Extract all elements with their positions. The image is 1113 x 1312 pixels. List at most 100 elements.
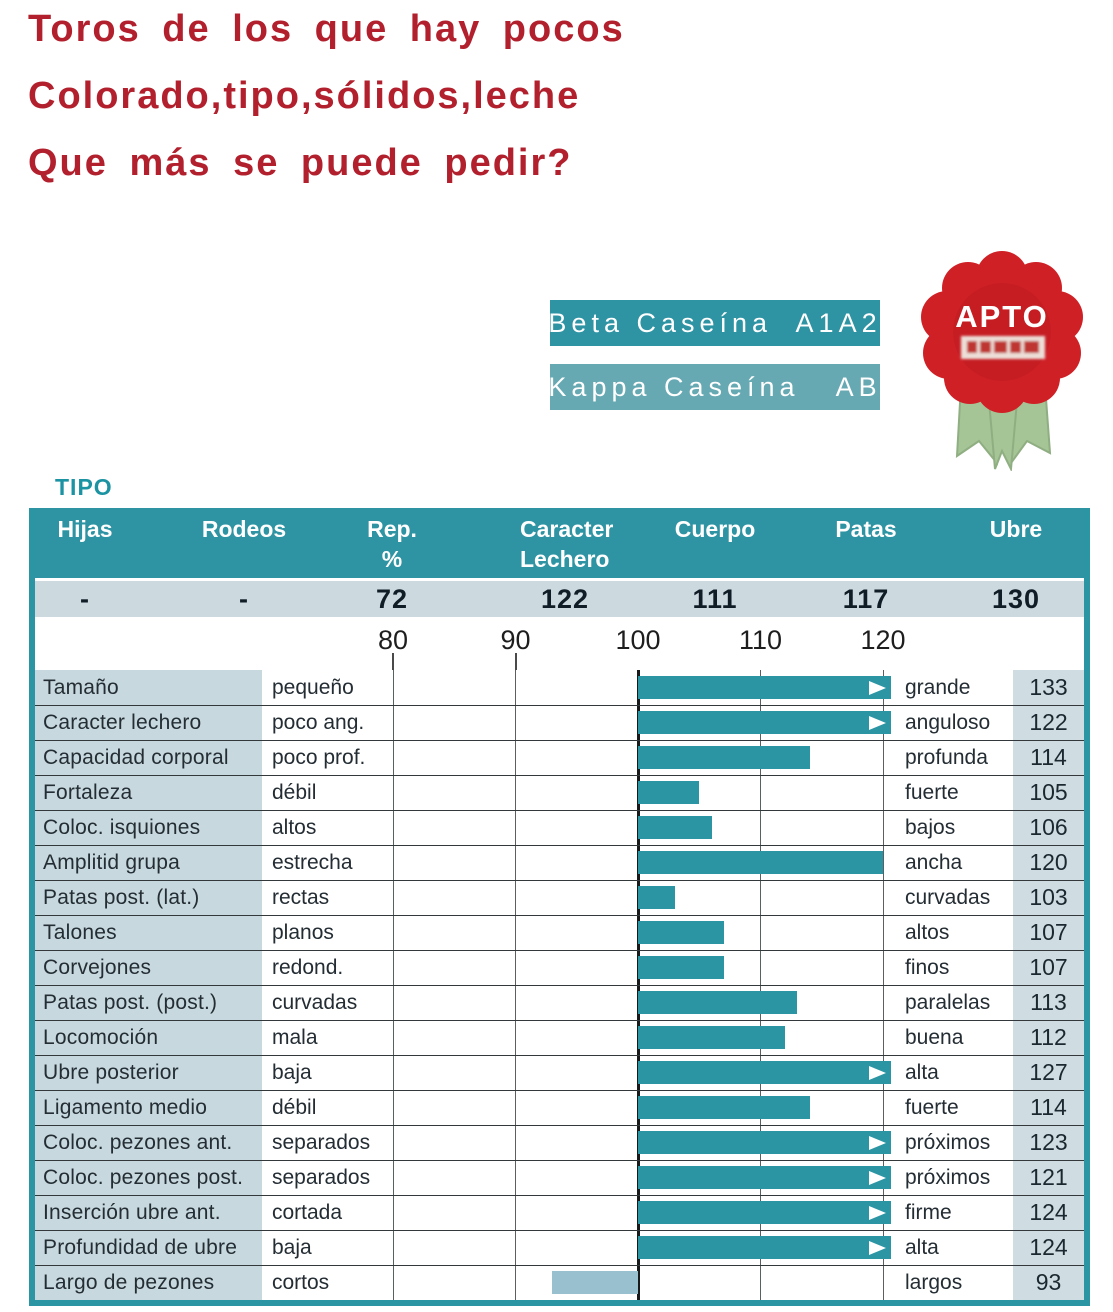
row-separator [35,810,1084,811]
trait-label: Amplitid grupa [43,851,181,874]
trait-value: 105 [1029,779,1068,805]
trait-row: Inserción ubre ant. cortada firme 124 [35,1195,1084,1230]
trait-label: Profundidad de ubre [43,1236,238,1259]
summary-col-header: Rep. % [367,516,417,572]
trait-low-anchor: cortada [272,1201,343,1224]
beta-casein-banner: Beta Caseína A1A2 [548,300,880,346]
trait-bar [638,991,798,1014]
trait-high-anchor: próximos [905,1131,991,1154]
trait-row: Corvejones redond. finos 107 [35,950,1084,985]
trait-low-anchor: planos [272,921,334,944]
trait-high-anchor: anguloso [905,711,991,734]
row-separator [35,1055,1084,1056]
type-proof-table: Hijas Rodeos Rep. % Caracter Lechero Cuerpo P… [29,508,1090,1306]
row-separator [35,985,1084,986]
row-separator [35,1090,1084,1091]
trait-label: Ubre posterior [43,1061,179,1084]
trait-value: 113 [1030,989,1067,1015]
trait-label: Patas post. (lat.) [43,886,200,909]
trait-value: 106 [1029,814,1068,840]
trait-rows: Tamaño pequeño grande 133 Caracter lechero po… [35,670,1084,1300]
trait-value: 124 [1029,1234,1068,1260]
trait-high-anchor: profunda [905,746,988,769]
trait-bar [638,1061,891,1084]
trait-high-anchor: finos [905,956,950,979]
trait-low-anchor: débil [272,1096,317,1119]
row-separator [35,705,1084,706]
trait-bar [638,711,891,734]
trait-bar [638,1201,891,1224]
trait-value: 112 [1030,1024,1067,1050]
badge-smallprint [961,336,1045,359]
summary-col-header: Caracter Lechero [520,516,614,572]
trait-low-anchor: curvadas [272,991,358,1014]
trait-value: 121 [1029,1164,1068,1190]
trait-value: 133 [1029,674,1068,700]
trait-row: Caracter lechero poco ang. anguloso 122 [35,705,1084,740]
trait-high-anchor: altos [905,921,950,944]
summary-value: 122 [540,584,590,614]
trait-high-anchor: próximos [905,1166,991,1189]
trait-value: 124 [1029,1199,1068,1225]
trait-value: 123 [1029,1129,1068,1155]
trait-label: Largo de pezones [43,1271,215,1294]
trait-value: 103 [1029,884,1068,910]
beyond-scale-arrow-icon [869,1135,886,1150]
trait-low-anchor: estrecha [272,851,353,874]
trait-bar [638,1026,785,1049]
trait-low-anchor: altos [272,816,317,839]
row-separator [35,1265,1084,1266]
trait-row: Coloc. pezones post. separados próximos 121 [35,1160,1084,1195]
trait-low-anchor: separados [272,1166,371,1189]
summary-value: 130 [991,584,1041,614]
beyond-scale-arrow-icon [869,1205,886,1220]
trait-low-anchor: mala [272,1026,318,1049]
trait-bar [638,1131,891,1154]
trait-high-anchor: paralelas [905,991,991,1014]
trait-label: Locomoción [43,1026,159,1049]
trait-value: 127 [1029,1059,1068,1085]
trait-high-anchor: curvadas [905,886,991,909]
row-separator [35,1125,1084,1126]
trait-row: Profundidad de ubre baja alta 124 [35,1230,1084,1265]
trait-bar [638,816,712,839]
row-separator [35,950,1084,951]
axis-tick-label: 90 [500,625,531,655]
row-separator [35,1160,1084,1161]
row-separator [35,880,1084,881]
trait-bar [638,1096,810,1119]
trait-row: Coloc. pezones ant. separados próximos 123 [35,1125,1084,1160]
trait-bar [638,851,883,874]
trait-row: Amplitid grupa estrecha ancha 120 [35,845,1084,880]
summary-value: - [239,584,249,614]
axis-tick-mark [392,653,394,670]
axis-tick-mark [514,653,517,670]
trait-bar [638,886,675,909]
beyond-scale-arrow-icon [869,1240,886,1255]
trait-low-anchor: rectas [272,886,330,909]
trait-low-anchor: poco ang. [272,711,365,734]
trait-bar [638,921,724,944]
trait-label: Capacidad corporal [43,746,229,769]
section-label-tipo: TIPO [55,474,113,500]
trait-low-anchor: baja [272,1236,312,1259]
kappa-casein-banner: Kappa Caseína AB [548,364,880,410]
trait-high-anchor: fuerte [905,1096,959,1119]
trait-high-anchor: fuerte [905,781,959,804]
trait-row: Tamaño pequeño grande 133 [35,670,1084,705]
trait-value: 120 [1029,849,1068,875]
summary-col-header: Ubre [989,516,1043,542]
trait-high-anchor: buena [905,1026,964,1049]
summary-value: 72 [375,584,409,614]
trait-row: Fortaleza débil fuerte 105 [35,775,1084,810]
summary-col-header: Cuerpo [674,516,756,542]
summary-col-header: Rodeos [201,516,287,542]
axis-tick-label: 120 [860,625,906,655]
summary-col-header: Hijas [57,516,113,542]
trait-low-anchor: cortos [272,1271,330,1294]
trait-bar [638,956,724,979]
axis-tick-label: 80 [377,625,409,655]
row-separator [35,775,1084,776]
trait-label: Fortaleza [43,781,133,804]
rosette-ribbon-icon: APTO [921,251,1083,473]
